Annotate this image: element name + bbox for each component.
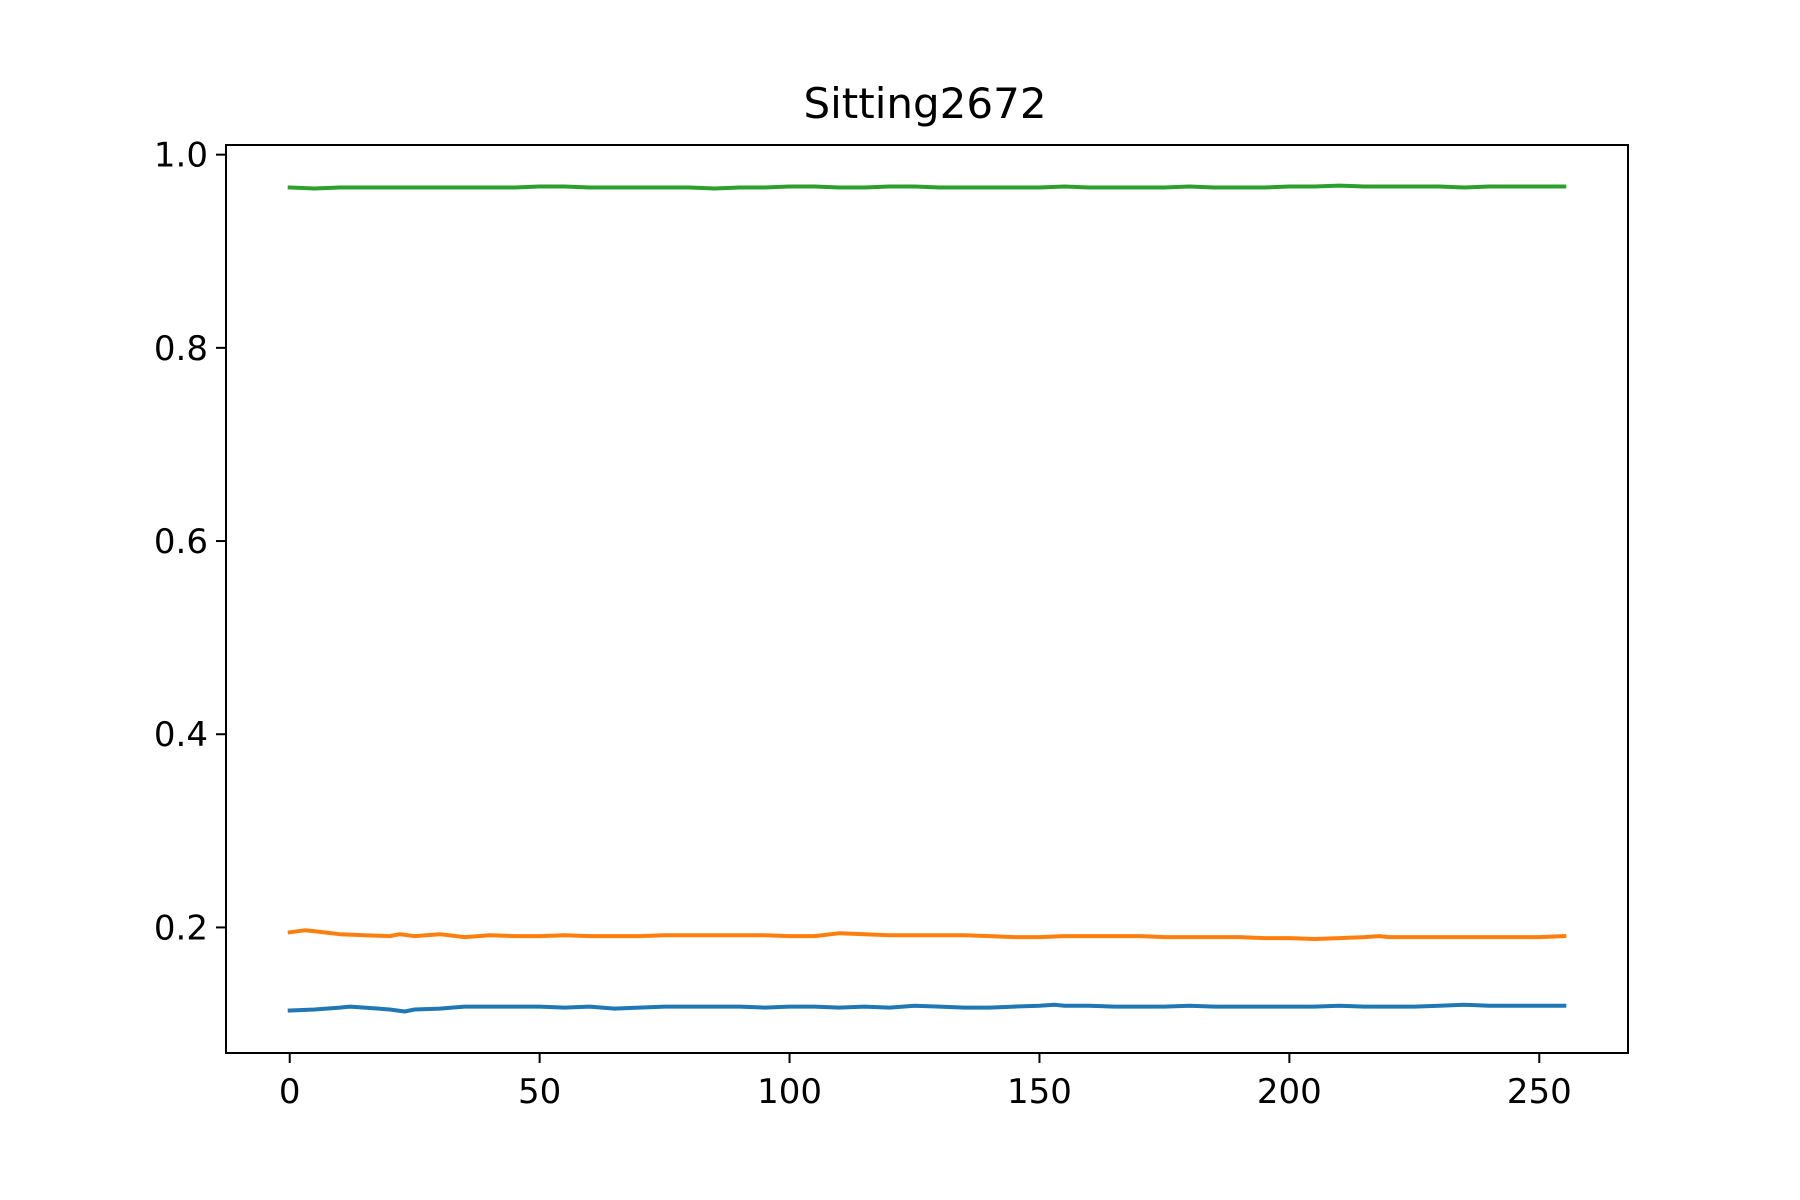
x-tick-label: 200 [1257,1072,1322,1112]
series-line-2 [287,928,1567,941]
series-line-3 [287,183,1567,191]
y-tick-label: 0.6 [154,522,208,562]
axis-layer: 0 50 100 150 200 250 0.2 0.4 0.6 0.8 1.0 [154,136,1572,1112]
y-tick-label: 0.4 [154,715,208,755]
plot-frame [225,144,1629,1054]
x-tick-label: 100 [757,1072,822,1112]
x-tick-label: 0 [279,1072,301,1112]
x-tick-label: 250 [1507,1072,1572,1112]
y-tick-label: 0.2 [154,908,208,948]
x-tick-label: 150 [1007,1072,1072,1112]
y-tick-label: 0.8 [154,329,208,369]
x-tick-label: 50 [518,1072,561,1112]
chart-title: Sitting2672 [803,79,1046,128]
y-tick-label: 1.0 [154,136,208,176]
series-line-1 [287,1002,1567,1014]
series-layer [287,183,1567,1014]
